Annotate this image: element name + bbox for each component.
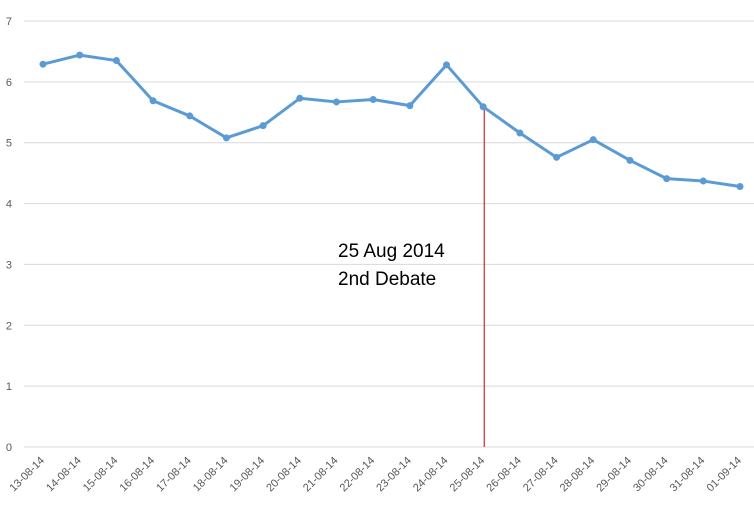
- data-point: [516, 129, 524, 137]
- y-tick-label: 2: [6, 320, 12, 332]
- data-point: [112, 57, 120, 65]
- x-tick-label: 22-08-14: [338, 455, 378, 495]
- x-tick-label: 29-08-14: [594, 455, 634, 495]
- x-tick-label: 17-08-14: [154, 455, 194, 495]
- data-point: [296, 94, 304, 102]
- data-point: [332, 98, 340, 106]
- data-point: [406, 102, 414, 110]
- y-tick-label: 6: [6, 77, 12, 89]
- x-tick-label: 30-08-14: [631, 455, 671, 495]
- x-tick-label: 24-08-14: [411, 455, 451, 495]
- y-tick-label: 0: [6, 442, 12, 454]
- data-point: [663, 175, 671, 183]
- x-tick-label: 23-08-14: [374, 455, 414, 495]
- y-axis-ticks: 0 1 2 3 4 5 6 7: [6, 16, 12, 454]
- x-tick-label: 26-08-14: [484, 455, 524, 495]
- data-point: [259, 122, 267, 130]
- x-tick-label: 20-08-14: [264, 455, 304, 495]
- data-point: [736, 183, 744, 191]
- x-tick-label: 18-08-14: [191, 455, 231, 495]
- annotation-date: 25 Aug 2014: [338, 241, 445, 262]
- x-tick-label: 15-08-14: [81, 455, 121, 495]
- annotation: 25 Aug 2014 2nd Debate: [338, 241, 445, 290]
- annotation-event: 2nd Debate: [338, 269, 436, 290]
- x-tick-label: 27-08-14: [521, 455, 561, 495]
- data-point: [626, 156, 634, 164]
- gridlines: [24, 20, 754, 448]
- y-tick-label: 4: [6, 199, 12, 211]
- x-tick-label: 28-08-14: [558, 455, 598, 495]
- data-point: [76, 51, 84, 59]
- y-tick-label: 1: [6, 381, 12, 393]
- x-axis-ticks: 13-08-1414-08-1415-08-1416-08-1417-08-14…: [7, 455, 744, 495]
- data-point: [589, 136, 597, 144]
- y-tick-label: 5: [6, 138, 12, 150]
- x-tick-label: 14-08-14: [44, 455, 84, 495]
- data-point: [699, 177, 707, 185]
- y-tick-label: 3: [6, 259, 12, 271]
- data-point: [39, 60, 47, 68]
- x-tick-label: 21-08-14: [301, 455, 341, 495]
- data-point: [479, 103, 487, 111]
- data-point: [222, 134, 230, 142]
- x-tick-label: 13-08-14: [7, 455, 47, 495]
- data-point: [443, 61, 451, 69]
- series-line: [41, 53, 742, 189]
- series-layer: [39, 51, 744, 191]
- x-tick-label: 31-08-14: [668, 455, 708, 495]
- y-tick-label: 7: [6, 16, 12, 28]
- data-point: [149, 97, 157, 105]
- x-tick-label: 25-08-14: [448, 455, 488, 495]
- data-point: [369, 96, 377, 104]
- x-tick-label: 16-08-14: [118, 455, 158, 495]
- data-point: [186, 112, 194, 120]
- x-tick-label: 19-08-14: [228, 455, 268, 495]
- data-point: [553, 153, 561, 161]
- x-tick-label: 01-09-14: [704, 455, 744, 495]
